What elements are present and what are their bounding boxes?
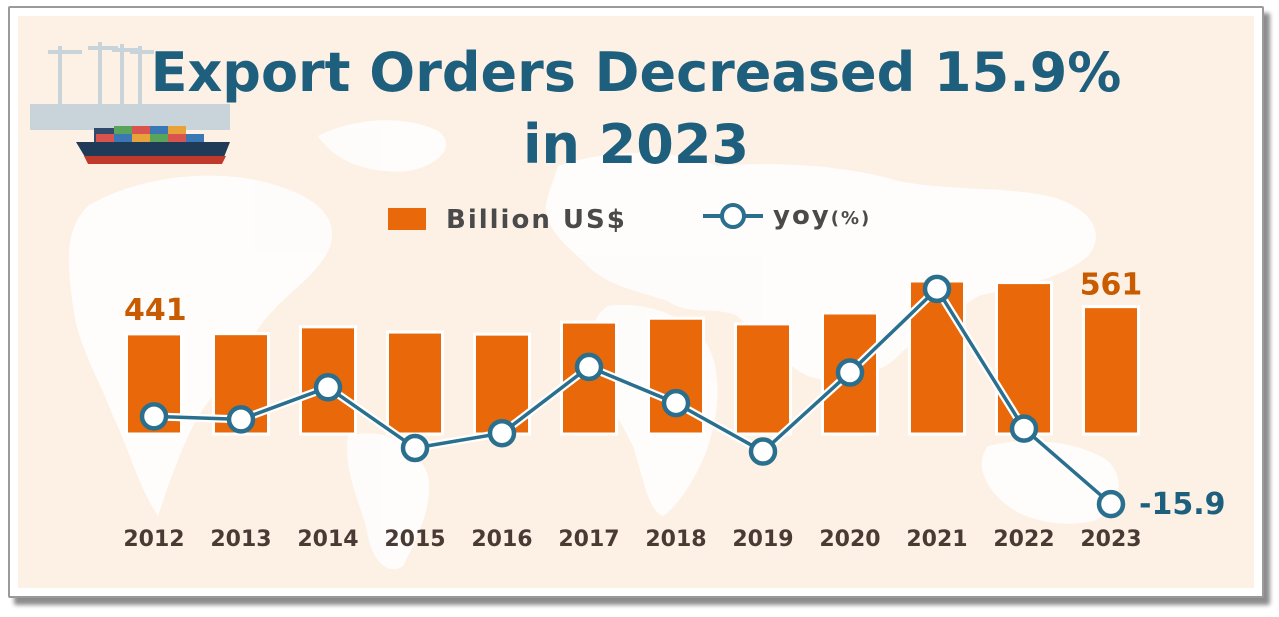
x-tick-2017: 2017 [558,527,619,552]
yoy-point-2012 [139,402,169,431]
bar-2022 [995,281,1053,436]
chart-title-line-1: Export Orders Decreased 15.9% [18,38,1254,108]
chart-title-line-2: in 2023 [18,110,1254,180]
legend-bar-swatch [388,208,426,230]
chart-frame: 2012 2013 2014 2015 2016 2017 2018 2019 2020 2021… [8,6,1264,598]
bar-series [125,279,1140,436]
yoy-point-2016 [487,418,517,448]
bar-2023 [1082,305,1140,436]
bar-label-last: 561 [1080,268,1143,303]
bar-2016 [473,332,531,436]
x-tick-2014: 2014 [297,527,358,552]
container-ship-illustration [30,42,230,164]
x-tick-2019: 2019 [732,527,793,552]
bar-2019 [734,322,792,436]
x-tick-2012: 2012 [123,527,184,552]
legend-line-marker [720,203,746,229]
chart-title-text-2: in 2023 [522,113,750,176]
x-tick-2023: 2023 [1080,527,1141,552]
x-tick-2018: 2018 [645,527,706,552]
x-tick-2020: 2020 [819,527,880,552]
x-tick-2021: 2021 [906,527,967,552]
yoy-point-2021 [922,274,952,304]
chart-panel: 2012 2013 2014 2015 2016 2017 2018 2019 2020 2021… [18,16,1254,588]
chart-svg: 2012 2013 2014 2015 2016 2017 2018 2019 2020 2021… [30,42,1225,570]
yoy-point-2020 [835,358,865,387]
legend: Billion US$ yoy(%) [388,201,871,235]
legend-line-unit: (%) [831,208,872,229]
line-label-last: -15.9 [1139,487,1225,522]
yoy-point-2022 [1009,414,1039,443]
x-axis-ticks: 2012 2013 2014 2015 2016 2017 2018 2019 2020 2021… [123,527,1141,552]
x-tick-2013: 2013 [210,527,271,552]
bar-label-first: 441 [124,293,187,328]
yoy-line [153,287,1113,506]
yoy-point-2015 [400,433,430,463]
x-tick-2016: 2016 [471,527,532,552]
yoy-point-2018 [661,388,691,418]
bar-2015 [386,330,444,436]
bar-2020 [821,311,879,436]
legend-line-name: yoy [773,201,831,231]
yoy-point-2023 [1096,489,1126,519]
yoy-point-2017 [574,352,604,382]
chart-title-text-1: Export Orders Decreased 15.9% [150,41,1122,104]
yoy-point-2019 [748,437,778,466]
legend-bar-label: Billion US$ [446,205,627,235]
yoy-point-2013 [226,405,256,434]
yoy-line-series [139,274,1126,519]
x-tick-2015: 2015 [384,527,445,552]
x-tick-2022: 2022 [993,527,1054,552]
legend-line-label: yoy(%) [773,201,871,231]
yoy-point-2014 [313,373,343,402]
value-labels: 441 561 -15.9 [124,268,1225,522]
